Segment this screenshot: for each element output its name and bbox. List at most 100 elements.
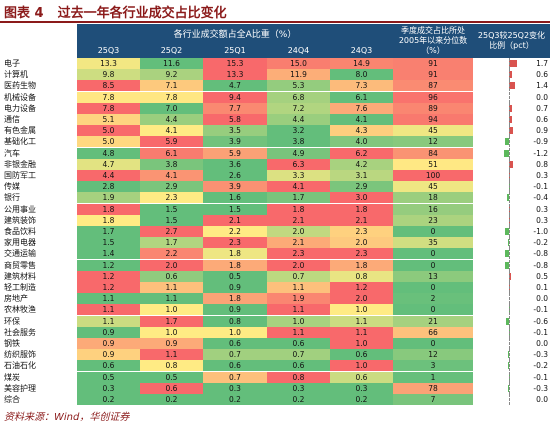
share-cell: 5.9 [203,147,267,159]
change-axis [509,58,510,69]
industry-label: 公用事业 [4,204,36,214]
share-cell: 1.1 [267,326,330,338]
share-cell: 1.8 [77,214,140,226]
percentile-cell: 91 [393,69,473,81]
figure-label: 图表 4 [4,6,44,21]
change-value: 0.7 [536,103,548,113]
share-cell: 6.8 [267,91,330,103]
industry-label: 美容护理 [4,383,36,393]
share-cell: 5.0 [77,125,140,137]
table-row: 银行 1.9 2.3 1.6 1.7 3.0 18 -0.4 [0,192,550,204]
change-value: 0.0 [536,92,548,102]
table-row: 房地产 1.1 1.1 1.8 1.9 2.0 2 0.0 [0,293,550,305]
table-row: 传媒 2.8 2.9 3.9 4.1 2.9 45 -0.1 [0,181,550,193]
share-cell: 1.1 [140,293,203,305]
share-cell: 0.7 [203,349,267,361]
percentile-cell: 84 [393,147,473,159]
industry-label: 轻工制造 [4,283,36,292]
change-axis [509,338,510,349]
share-cell: 2.0 [330,293,393,305]
percentile-cell: 0 [393,282,473,293]
table-row: 公用事业 1.8 1.5 1.5 1.8 1.8 16 0.3 [0,203,550,215]
change-value: 0.6 [536,115,548,124]
change-bar [507,384,509,392]
percentile-cell: 21 [393,315,473,327]
percentile-cell: 0 [393,338,473,349]
percentile-cell: 51 [393,158,473,170]
table-row: 家用电器 1.5 1.7 2.3 2.1 2.0 35 -0.2 [0,237,550,249]
share-cell: 0.8 [203,315,267,327]
share-cell: 4.1 [140,125,203,137]
industry-label: 交通运输 [4,249,36,259]
change-axis [509,349,510,361]
percentile-cell: 94 [393,114,473,125]
change-axis [509,315,510,327]
change-bar [507,194,509,202]
table-row: 机械设备 7.8 7.8 9.4 6.8 6.1 96 0.0 [0,91,550,103]
share-cell: 0.2 [140,394,203,405]
table-row: 电力设备 7.8 7.0 7.7 7.2 7.6 89 0.7 [0,102,550,114]
change-axis [509,91,510,103]
share-cell: 0.9 [77,338,140,349]
industry-label: 有色金属 [4,126,36,136]
industry-label: 商贸零售 [4,260,36,270]
share-cell: 1.0 [330,360,393,372]
industry-label: 电子 [4,59,20,68]
share-cell: 2.3 [140,192,203,204]
share-cell: 1.0 [267,315,330,327]
share-cell: 2.0 [330,237,393,249]
table-row: 汽车 4.8 6.1 5.9 4.9 6.2 84 -1.2 [0,147,550,159]
share-cell: 2.9 [140,181,203,193]
change-axis [509,214,510,226]
share-cell: 4.4 [77,170,140,181]
change-axis [509,226,510,237]
share-cell: 1.2 [77,270,140,282]
change-bar [506,317,509,325]
share-cell: 3.6 [203,158,267,170]
share-cell: 4.1 [267,181,330,193]
share-cell: 1.8 [203,293,267,305]
share-cell: 1.8 [203,259,267,271]
share-cell: 4.4 [267,114,330,125]
share-cell: 1.1 [330,315,393,327]
change-axis [509,158,510,170]
percentile-header: 季度成交占比所处2005年以来分位数（%） [393,24,473,58]
industry-label: 医药生物 [4,81,36,91]
figure-title: 图表 4 过去一年各行业成交占比变化 [4,2,241,21]
share-cell: 0.6 [140,270,203,282]
percentile-cell: 66 [393,326,473,338]
share-cell: 0.9 [203,304,267,316]
percentile-cell: 100 [393,170,473,181]
share-cell: 1.8 [203,248,267,260]
share-cell: 5.1 [77,114,140,125]
change-value: -0.8 [533,260,548,270]
industry-label: 石油石化 [4,361,36,371]
change-bar [508,362,509,370]
share-cell: 7.8 [140,91,203,103]
change-axis [509,282,510,293]
share-cell: 3.5 [203,125,267,137]
table-row: 电子 13.3 11.6 15.3 15.0 14.9 91 1.7 [0,58,550,69]
change-axis [509,394,510,405]
share-cell: 0.7 [267,349,330,361]
share-cell: 9.2 [140,69,203,81]
industry-label: 电力设备 [4,103,36,113]
table-row: 轻工制造 1.2 1.1 0.9 1.1 1.2 0 0.1 [0,282,550,293]
table-row: 综合 0.2 0.2 0.2 0.2 0.2 7 0.0 [0,394,550,405]
share-cell: 1.5 [77,237,140,249]
table-row: 非银金融 4.7 3.8 3.6 6.3 4.2 51 0.8 [0,158,550,170]
change-value: 0.5 [536,271,548,281]
share-cell: 3.3 [267,170,330,181]
change-axis [509,203,510,215]
percentile-cell: 35 [393,237,473,249]
change-value: 0.0 [536,339,548,348]
share-cell: 0.6 [330,371,393,383]
table-row: 环保 1.1 1.7 0.8 1.0 1.1 21 -0.6 [0,315,550,327]
share-cell: 0.9 [203,282,267,293]
change-value: -0.2 [533,238,548,248]
industry-label: 钢铁 [4,339,20,348]
share-cell: 1.1 [77,315,140,327]
change-axis [509,360,510,372]
industry-label: 机械设备 [4,92,36,102]
table-row: 建筑装饰 1.8 1.5 2.1 2.1 2.1 23 0.3 [0,214,550,226]
